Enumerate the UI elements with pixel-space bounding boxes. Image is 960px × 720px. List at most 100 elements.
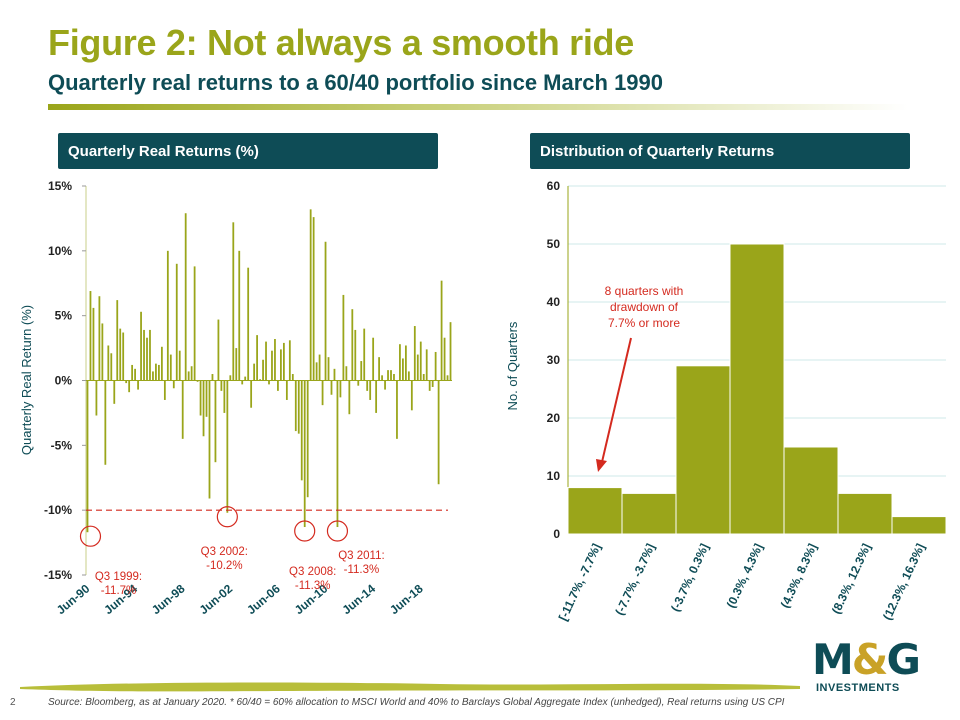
return-bar	[393, 374, 395, 381]
return-bar	[131, 364, 134, 381]
left-x-tick-label: Jun-98	[149, 581, 188, 617]
return-bar	[253, 363, 256, 381]
left-y-tick-label: 0%	[55, 374, 73, 388]
return-bar	[387, 370, 389, 381]
return-bar	[288, 340, 291, 381]
return-bar	[229, 375, 232, 381]
return-bar	[407, 371, 410, 381]
return-bar	[107, 345, 110, 381]
return-bar	[175, 263, 178, 381]
return-bar	[413, 326, 416, 381]
return-bar	[208, 380, 211, 499]
return-bar	[193, 266, 196, 381]
histogram-bar	[675, 365, 731, 535]
return-bar	[163, 380, 166, 400]
return-bar	[223, 380, 226, 413]
drawdown-value: -10.2%	[206, 560, 242, 572]
logo-subtext: INVESTMENTS	[816, 682, 900, 694]
return-bar	[363, 328, 366, 381]
right-y-tick-label: 50	[547, 237, 561, 251]
annotation-arrow-head	[596, 459, 607, 472]
return-bar	[434, 351, 437, 381]
return-bar	[282, 342, 285, 381]
footer-brush-stroke	[20, 682, 800, 692]
return-bar	[217, 319, 220, 381]
return-bar	[390, 370, 392, 381]
right-x-tick-label: (-3.7%, 0.3%]	[668, 541, 712, 613]
return-bar	[378, 357, 380, 381]
return-bar	[315, 362, 318, 381]
left-y-axis-label: Quarterly Real Return (%)	[19, 305, 34, 455]
return-bar	[184, 213, 187, 381]
drawdown-circle	[294, 520, 316, 542]
return-bar	[348, 380, 351, 415]
return-bar	[95, 380, 98, 416]
left-x-tick-label: Jun-06	[244, 581, 283, 617]
return-bar	[297, 380, 300, 434]
return-bar	[428, 380, 431, 391]
return-bar	[140, 311, 142, 381]
histogram-bar	[621, 492, 677, 535]
histogram-annotation-line: 8 quarters with	[605, 284, 684, 298]
right-y-axis-label: No. of Quarters	[505, 321, 520, 410]
page-subtitle: Quarterly real returns to a 60/40 portfo…	[48, 70, 664, 95]
left-y-tick-label: -10%	[44, 503, 72, 517]
page-title: Figure 2: Not always a smooth ride	[48, 22, 634, 63]
return-bar	[324, 241, 327, 381]
return-bar	[104, 380, 107, 465]
drawdown-label: Q3 1999:	[95, 571, 142, 583]
return-bar	[116, 300, 119, 381]
return-bar	[342, 294, 345, 381]
return-bar	[402, 358, 404, 381]
return-bar	[274, 339, 276, 381]
logo-wordmark: M&G	[812, 635, 921, 684]
return-bar	[143, 329, 145, 381]
return-bar	[256, 335, 258, 381]
histogram-annotation-line: drawdown of	[610, 300, 679, 314]
return-bar	[437, 380, 440, 485]
return-bar	[205, 380, 208, 417]
return-bar	[265, 341, 267, 381]
drawdown-circle	[79, 525, 102, 547]
return-bar	[309, 209, 312, 381]
return-bar	[366, 380, 369, 391]
return-bar	[339, 380, 342, 398]
left-y-tick-label: 5%	[55, 309, 73, 323]
right-y-tick-label: 20	[547, 411, 561, 425]
return-bar	[443, 337, 446, 381]
return-bar	[158, 364, 160, 381]
return-bar	[277, 380, 279, 391]
drawdown-value: -11.3%	[344, 564, 380, 576]
left-x-tick-label: Jun-18	[387, 581, 426, 617]
return-bar	[381, 375, 383, 381]
return-bar	[333, 368, 336, 381]
right-x-tick-label: (-7.7%, -3.7%]	[612, 541, 657, 617]
return-bar	[422, 374, 425, 381]
right-y-tick-label: 30	[547, 353, 561, 367]
return-bar	[404, 345, 407, 381]
right-y-tick-label: 0	[553, 527, 560, 541]
title-underline	[48, 104, 908, 110]
right-y-tick-label: 40	[547, 295, 561, 309]
return-bar	[410, 380, 413, 411]
return-bar	[244, 376, 247, 381]
return-bar	[98, 296, 101, 381]
right-x-tick-label: (12.3%, 16.3%]	[880, 541, 928, 622]
left-x-tick-label: Jun-02	[197, 581, 236, 617]
return-bar	[396, 380, 398, 439]
left-y-tick-label: -5%	[51, 438, 73, 452]
return-bar	[247, 267, 250, 381]
drawdown-circle	[326, 520, 349, 542]
return-bar	[134, 368, 136, 381]
return-bar	[262, 359, 264, 381]
return-bar	[187, 371, 190, 381]
return-bar	[146, 337, 148, 381]
return-bar	[214, 380, 217, 463]
right-x-tick-label: (8.3%, 12.3%]	[829, 541, 874, 616]
histogram-bar	[783, 446, 839, 535]
source-note: Source: Bloomberg, as at January 2020. *…	[48, 697, 785, 708]
return-bar	[166, 250, 169, 381]
return-bar	[92, 307, 95, 381]
return-bar	[440, 280, 443, 381]
